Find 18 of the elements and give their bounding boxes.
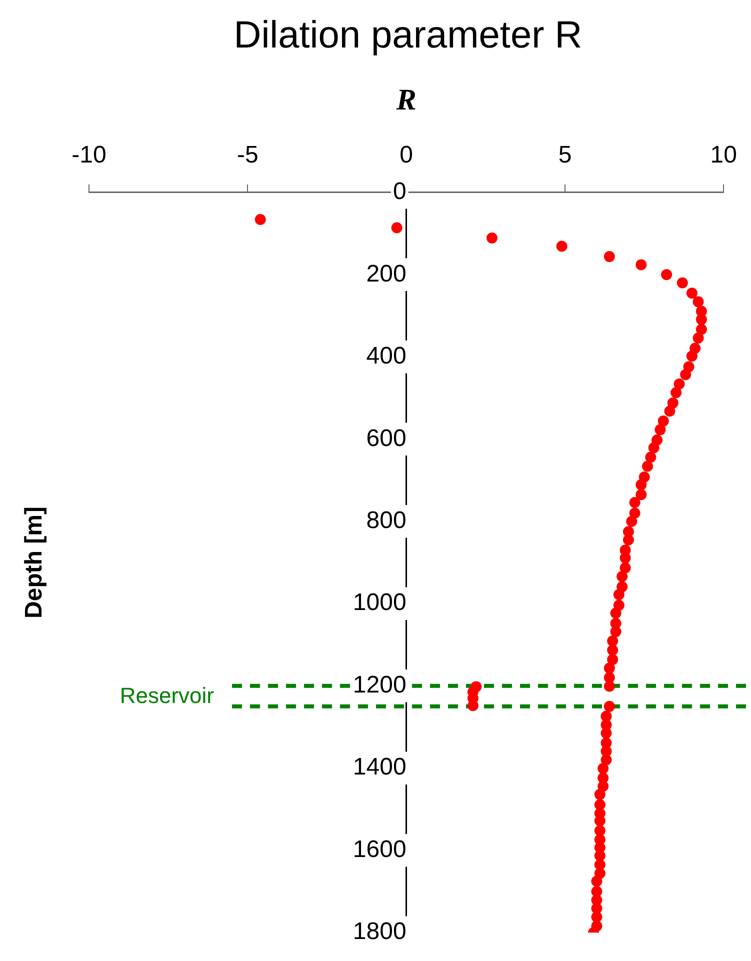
- y-axis-title: Depth [m]: [20, 506, 48, 618]
- y-tick-label: 200: [366, 260, 406, 288]
- x-tick-label: 5: [558, 142, 572, 169]
- y-tick-label: 1400: [352, 754, 406, 781]
- y-tick-label: 0: [392, 178, 406, 206]
- y-tick-label: 1600: [352, 836, 406, 863]
- y-tick-label: 600: [366, 424, 406, 452]
- x-tick-label: -5: [236, 142, 258, 169]
- y-tick-label: 1800: [352, 918, 406, 946]
- x-axis-title: R: [395, 83, 416, 116]
- y-tick-label: 1200: [352, 671, 406, 698]
- y-tick-label: 400: [366, 342, 406, 370]
- x-tick-label: 10: [710, 142, 738, 169]
- chart-title: Dilation parameter R: [234, 14, 582, 56]
- x-tick-label: -10: [72, 142, 106, 169]
- y-tick-label: 800: [366, 507, 406, 534]
- y-tick-label: 1000: [352, 589, 406, 616]
- ref-line-label: Reservoir: [120, 682, 214, 708]
